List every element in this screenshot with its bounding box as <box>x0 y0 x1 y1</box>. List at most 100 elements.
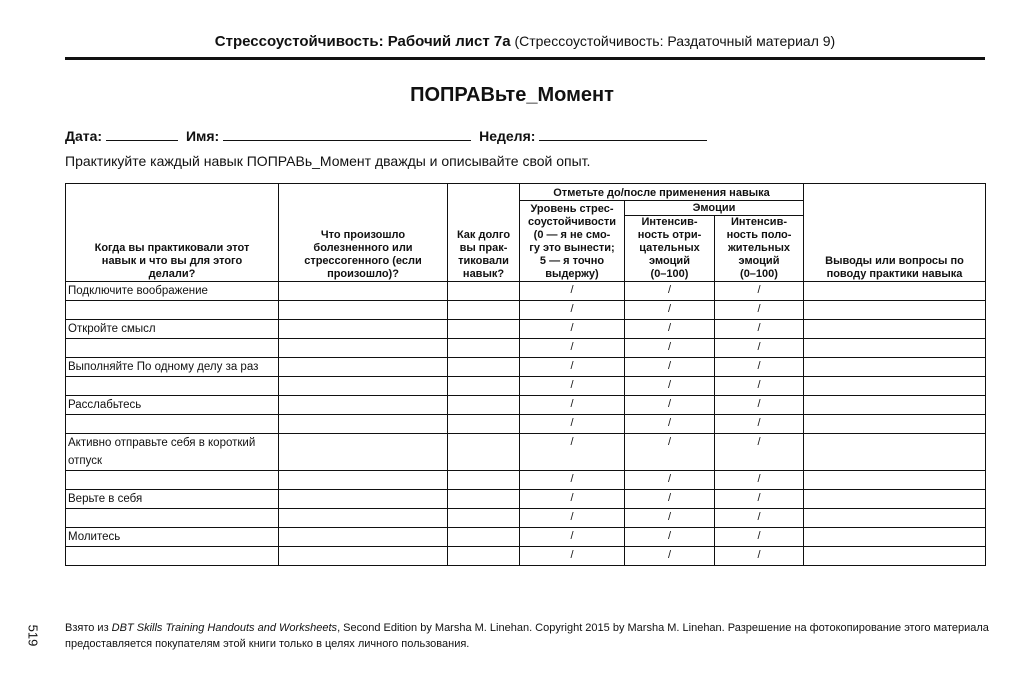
header-line: произошло)? <box>327 268 399 280</box>
entry-cell: / <box>714 338 804 358</box>
table-row: Подключите воображение / / / <box>65 281 986 301</box>
entry-cell: / <box>714 300 804 320</box>
separator: / <box>570 398 574 410</box>
separator: / <box>757 360 761 372</box>
header-line: выдержу) <box>545 268 599 280</box>
header: Стрессоустойчивость: Рабочий лист 7а (Ст… <box>65 33 985 50</box>
separator: / <box>570 303 574 315</box>
header-line: Выводы или вопросы по <box>825 255 964 267</box>
entry-cell <box>447 319 520 339</box>
entry-cell <box>278 281 448 301</box>
separator: / <box>570 284 574 296</box>
entry-cell: / <box>624 300 715 320</box>
table-row: / / / <box>65 546 986 566</box>
entry-cell: / <box>624 319 715 339</box>
entry-cell: / <box>624 338 715 358</box>
entry-cell <box>278 527 448 547</box>
entry-cell <box>278 470 448 490</box>
entry-cell <box>447 546 520 566</box>
source-book: DBT Skills Training Handouts and Workshe… <box>111 622 338 634</box>
field-label: Дата: <box>65 128 103 144</box>
separator: / <box>570 322 574 334</box>
entry-cell: / <box>519 546 625 566</box>
header-line: Интенсив- <box>641 216 698 228</box>
blank <box>106 128 179 141</box>
entry-cell <box>803 433 986 471</box>
entry-cell <box>803 546 986 566</box>
entry-cell <box>447 489 520 509</box>
table-row: Молитесь / / / <box>65 527 986 547</box>
header-line: навык? <box>462 268 505 280</box>
entry-cell <box>803 300 986 320</box>
entry-cell: / <box>714 319 804 339</box>
header-subtitle: (Стрессоустойчивость: Раздаточный матери… <box>514 33 836 49</box>
fields: Дата: Имя: Неделя: <box>65 128 711 144</box>
entry-cell <box>803 470 986 490</box>
header-line: 5 — я точно <box>539 255 605 267</box>
table-row: / / / <box>65 508 986 528</box>
header-line: болезненного или <box>313 242 413 254</box>
source-rest: , Second Edition by Marsha M. Linehan. C… <box>65 622 989 650</box>
separator: / <box>570 473 574 485</box>
entry-cell: / <box>519 527 625 547</box>
header-line: соустойчивости <box>528 216 616 228</box>
separator: / <box>570 492 574 504</box>
separator: / <box>757 530 761 542</box>
table-row: / / / <box>65 376 986 396</box>
blank <box>539 128 708 141</box>
field-label: Имя: <box>185 128 220 144</box>
separator: / <box>757 473 761 485</box>
entry-cell <box>803 527 986 547</box>
separator: / <box>757 341 761 353</box>
entry-cell <box>803 338 986 358</box>
entry-cell <box>447 508 520 528</box>
entry-cell: / <box>519 300 625 320</box>
entry-cell: / <box>519 338 625 358</box>
entry-cell: / <box>519 357 625 377</box>
entry-cell <box>278 433 448 471</box>
separator: / <box>757 511 761 523</box>
entry-cell: / <box>714 489 804 509</box>
entry-cell <box>278 508 448 528</box>
skill-cell <box>65 300 279 320</box>
separator: / <box>667 322 672 334</box>
field-label: Неделя: <box>479 128 536 144</box>
separator: / <box>757 436 761 448</box>
entry-cell <box>278 319 448 339</box>
table-row: / / / <box>65 470 986 490</box>
separator: / <box>757 303 761 315</box>
separator: / <box>667 473 672 485</box>
entry-cell: / <box>714 508 804 528</box>
entry-cell: / <box>624 357 715 377</box>
entry-cell <box>803 395 986 415</box>
entry-cell <box>447 376 520 396</box>
entry-cell: / <box>714 376 804 396</box>
header-line: стрессогенного (если <box>304 255 422 267</box>
separator: / <box>570 511 574 523</box>
entry-cell: / <box>624 414 715 434</box>
separator: / <box>570 360 574 372</box>
separator: / <box>667 530 672 542</box>
skill-cell: Молитесь <box>65 527 279 547</box>
header-line: поводу практики навыка <box>826 268 963 280</box>
entry-cell: / <box>714 414 804 434</box>
header-line: Интенсив- <box>730 216 787 228</box>
entry-cell <box>803 376 986 396</box>
separator: / <box>667 398 672 410</box>
footer-source: Взято из DBT Skills Training Handouts an… <box>65 620 990 652</box>
entry-cell: / <box>519 281 625 301</box>
separator: / <box>570 549 574 561</box>
skill-cell: Активно отправьте себя в короткий отпуск <box>65 433 279 471</box>
table-row: Активно отправьте себя в короткий отпуск… <box>65 433 986 471</box>
header-line: Как долго <box>456 229 511 241</box>
separator: / <box>757 284 761 296</box>
entry-cell: / <box>519 433 625 471</box>
header-title: Стрессоустойчивость: Рабочий лист 7а <box>214 33 511 50</box>
entry-cell <box>278 395 448 415</box>
header-line: эмоций <box>649 255 690 267</box>
entry-cell <box>278 300 448 320</box>
separator: / <box>667 549 672 561</box>
entry-cell: / <box>519 319 625 339</box>
skill-cell <box>65 376 279 396</box>
entry-cell: / <box>519 508 625 528</box>
